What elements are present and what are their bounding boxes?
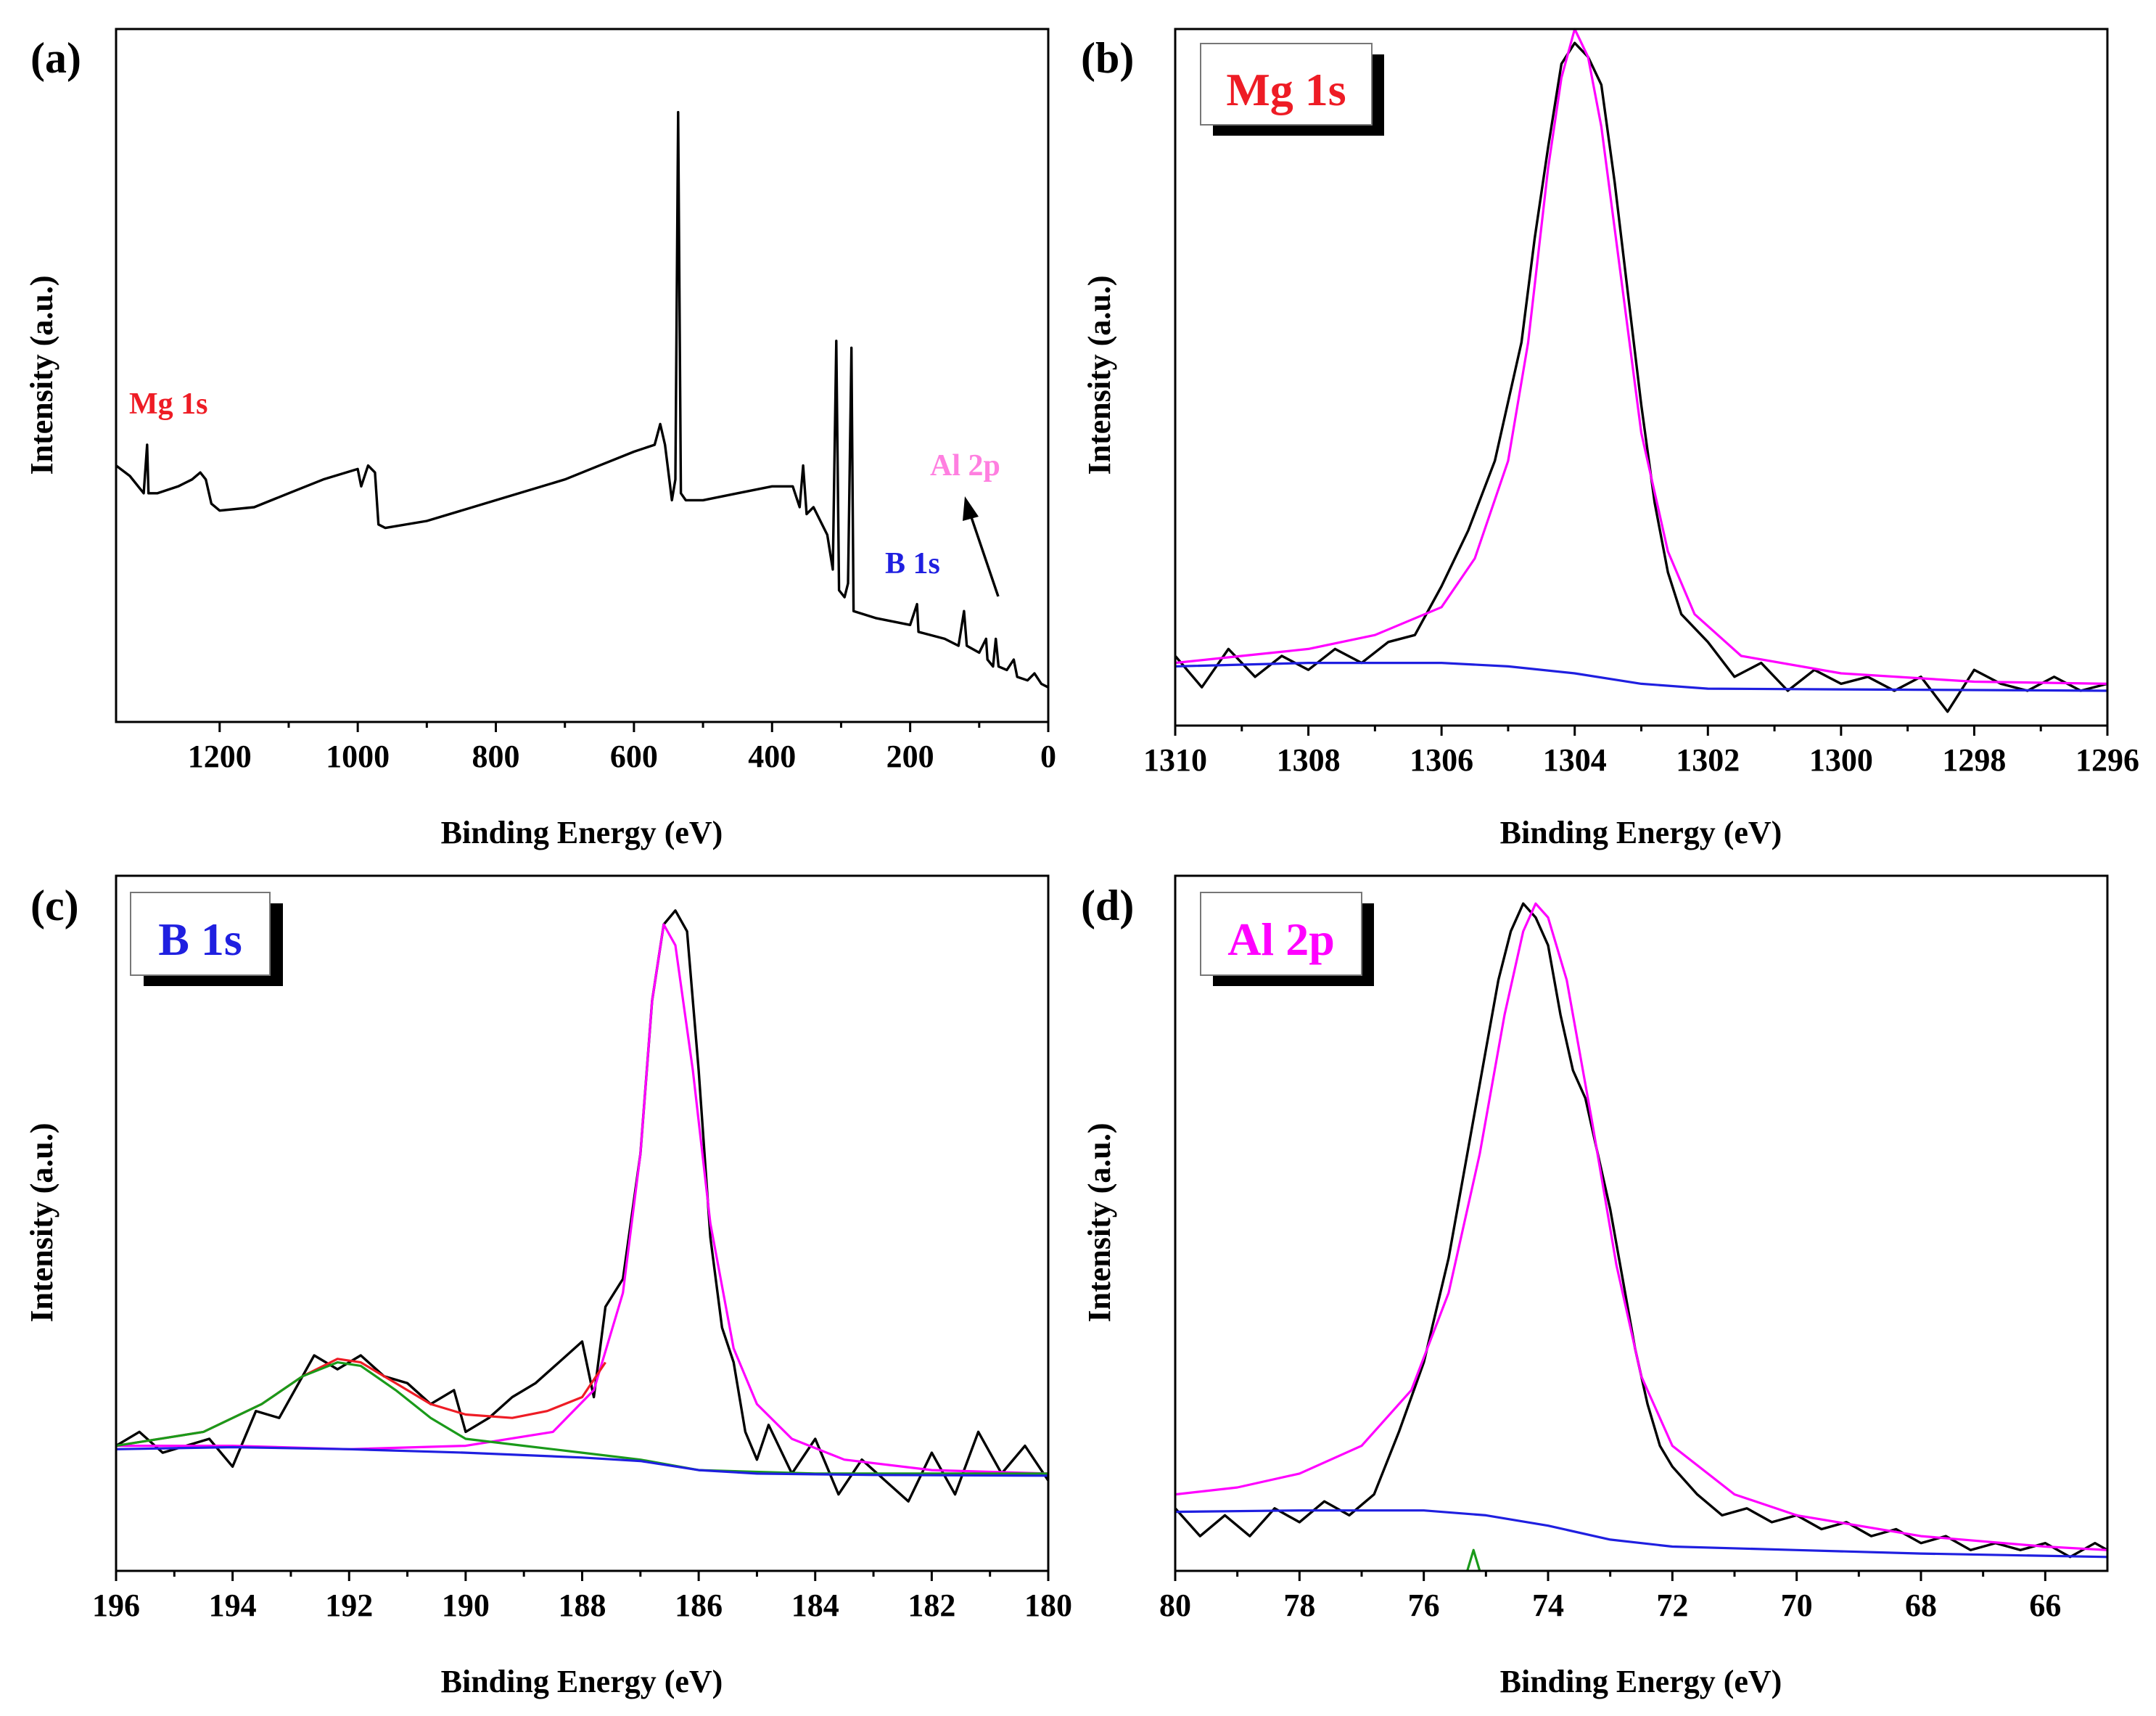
- x-tick-label-d: 74: [1532, 1588, 1564, 1623]
- series-fit-envelope-c: [116, 923, 1049, 1475]
- x-tick-label-c: 184: [791, 1588, 839, 1623]
- series-experimental-b: [1174, 41, 2108, 713]
- x-tick-label-a: 800: [472, 739, 520, 774]
- x-tick-label-d: 72: [1656, 1588, 1688, 1623]
- plot-frame-d: [1174, 874, 2109, 1572]
- x-tick-label-c: 196: [92, 1588, 140, 1623]
- y-axis-label-d: Intensity (a.u.): [1082, 1122, 1117, 1322]
- legend-text-b: Mg 1s: [1226, 64, 1346, 115]
- x-tick-label-a: 200: [886, 739, 934, 774]
- x-axis-label-b: Binding Energy (eV): [1500, 815, 1782, 850]
- x-tick-label-b: 1308: [1277, 742, 1341, 778]
- x-tick-label-c: 182: [908, 1588, 955, 1623]
- legend-text-d: Al 2p: [1227, 914, 1335, 965]
- x-tick-label-a: 400: [748, 739, 796, 774]
- legend-box-c: B 1s: [130, 892, 283, 986]
- series-background-b: [1174, 662, 2108, 692]
- x-tick-label-b: 1298: [1942, 742, 2006, 778]
- series-survey-a: [115, 110, 1049, 689]
- x-tick-label-c: 194: [209, 1588, 257, 1623]
- series-experimental-d: [1174, 902, 2108, 1559]
- x-tick-label-d: 68: [1905, 1588, 1937, 1623]
- panel-a: (a) Intensity (a.u.) Binding Energy (eV)…: [24, 28, 1056, 850]
- x-tick-label-c: 188: [559, 1588, 606, 1623]
- x-tick-label-a: 600: [610, 739, 658, 774]
- x-tick-label-b: 1310: [1143, 742, 1207, 778]
- x-tick-label-a: 1000: [326, 739, 390, 774]
- x-tick-label-c: 186: [675, 1588, 723, 1623]
- x-tick-label-a: 0: [1040, 739, 1056, 774]
- x-axis-label-d: Binding Energy (eV): [1500, 1664, 1782, 1699]
- series-background-c: [115, 1445, 1049, 1477]
- x-tick-label-c: 180: [1024, 1588, 1072, 1623]
- annotation-al2p-a: Al 2p: [930, 449, 1000, 483]
- arrow-a: [963, 496, 1000, 597]
- x-tick-label-d: 70: [1781, 1588, 1813, 1623]
- x-tick-label-d: 66: [2029, 1588, 2061, 1623]
- y-axis-label-b: Intensity (a.u.): [1082, 275, 1117, 475]
- x-tick-label-a: 1200: [188, 739, 252, 774]
- x-tick-label-d: 76: [1408, 1588, 1440, 1623]
- x-tick-label-d: 78: [1283, 1588, 1315, 1623]
- legend-text-c: B 1s: [158, 914, 242, 965]
- panel-b: (b) Intensity (a.u.) Binding Energy (eV)…: [1081, 28, 2139, 850]
- x-tick-label-c: 190: [442, 1588, 490, 1623]
- annotation-b1s-a: B 1s: [885, 547, 940, 580]
- series-fit-d: [1174, 902, 2108, 1551]
- panel-label-b: (b): [1081, 34, 1134, 82]
- y-axis-label-c: Intensity (a.u.): [24, 1122, 59, 1322]
- x-tick-label-d: 80: [1159, 1588, 1191, 1623]
- series-background-d: [1174, 1509, 2108, 1559]
- x-tick-label-b: 1304: [1543, 742, 1607, 778]
- panel-label-d: (d): [1081, 882, 1134, 929]
- plot-frame-a: [115, 28, 1050, 723]
- x-tick-label-b: 1302: [1676, 742, 1740, 778]
- x-tick-label-b: 1306: [1410, 742, 1473, 778]
- y-axis-label-a: Intensity (a.u.): [24, 275, 59, 475]
- x-tick-label-b: 1296: [2075, 742, 2139, 778]
- x-tick-label-b: 1300: [1809, 742, 1873, 778]
- panel-label-a: (a): [30, 34, 81, 82]
- x-axis-label-c: Binding Energy (eV): [441, 1664, 723, 1699]
- legend-box-b: Mg 1s: [1200, 43, 1384, 136]
- series-green-component-d: [1466, 1548, 1481, 1572]
- legend-box-d: Al 2p: [1200, 892, 1374, 986]
- annotation-mg1s-a: Mg 1s: [129, 387, 208, 421]
- panel-label-c: (c): [30, 882, 79, 929]
- panel-c: (c) Intensity (a.u.) Binding Energy (eV)…: [24, 874, 1072, 1699]
- x-tick-label-c: 192: [325, 1588, 373, 1623]
- panel-d: (d) Intensity (a.u.) Binding Energy (eV)…: [1081, 874, 2109, 1699]
- x-axis-label-a: Binding Energy (eV): [441, 815, 723, 850]
